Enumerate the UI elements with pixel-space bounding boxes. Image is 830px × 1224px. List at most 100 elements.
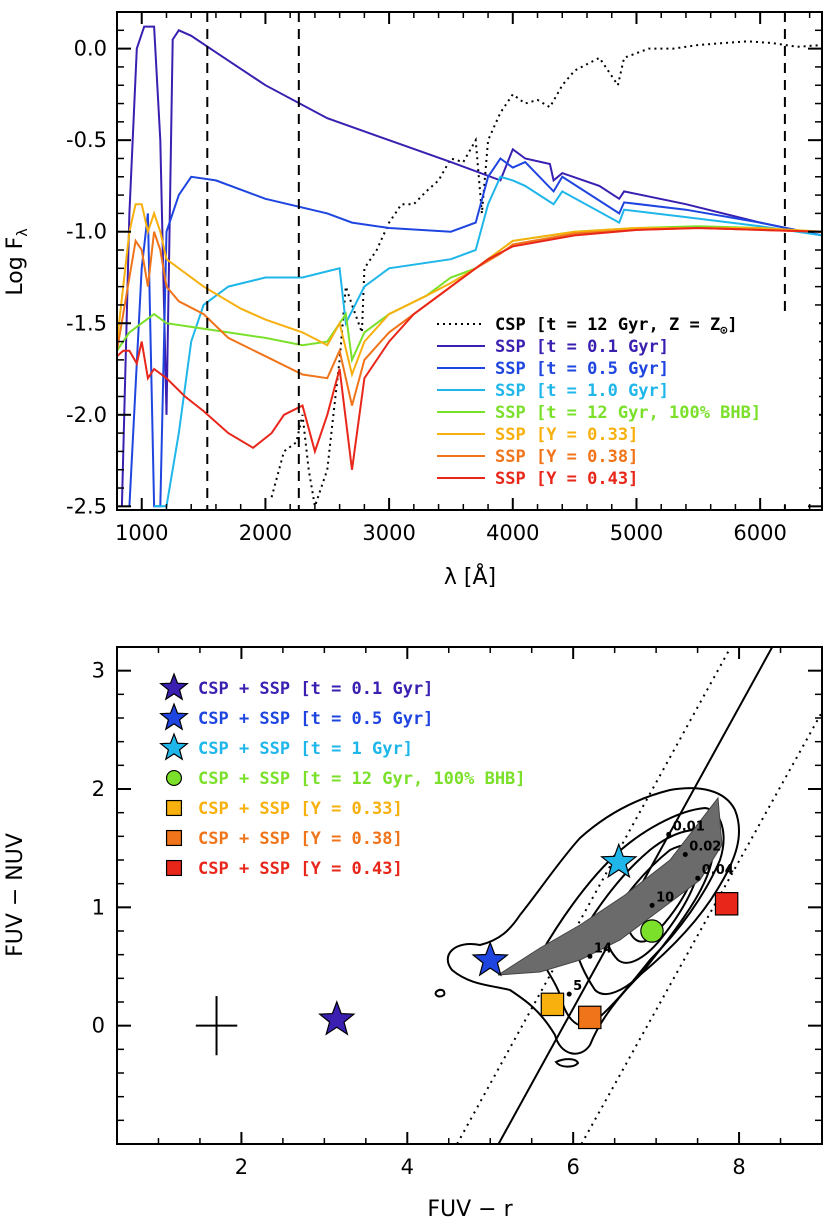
- legend-entry-ssp033: SSP [Y = 0.33]: [495, 425, 638, 445]
- legend-entry-4: CSP + SSP [Y = 0.33]: [198, 799, 403, 819]
- model-grid-labels: 0.01 0.02 0.04 10 14 5: [566, 819, 734, 997]
- spectra-x-axis-label: λ [Å]: [444, 563, 496, 590]
- y-tick-label: -2.5: [66, 494, 107, 518]
- legend-bracket: [Y = 0.33]: [300, 799, 402, 819]
- legend-marker-2: [159, 732, 189, 761]
- grid-node: [587, 953, 593, 959]
- model-grid-shaded-region: [497, 796, 723, 976]
- spectra-panel: 1000 2000 3000 4000 5000 6000 0.0 -0.5 -1.0 -1.5 -…: [3, 11, 823, 590]
- legend-bracket: [t = 0.5 Gyr]: [300, 709, 433, 729]
- contour-3: [573, 829, 715, 995]
- series-line-ssp10: [154, 175, 822, 508]
- contour-outer: [446, 787, 741, 1055]
- legend-bracket-end: ]: [727, 315, 737, 335]
- error-bar-cross: [195, 996, 238, 1056]
- grid-label: 0.01: [673, 819, 705, 834]
- legend-bracket: [t = 12 Gyr, 100% BHB]: [536, 403, 761, 423]
- data-point-square-4: [540, 992, 565, 1017]
- legend-entry-1: CSP + SSP [t = 0.5 Gyr]: [198, 709, 433, 729]
- series-line-csp: [270, 40, 822, 507]
- y-tick-label: -1.5: [66, 311, 107, 335]
- color-y-axis-label: FUV − NUV: [3, 833, 28, 957]
- legend-entry-ssp043: SSP [Y = 0.43]: [495, 469, 638, 489]
- spectra-y-axis-label-main: Log F: [3, 237, 28, 296]
- spectra-y-axis-label: Log Fλ: [3, 228, 31, 295]
- grid-node: [566, 991, 572, 997]
- y-tick-label: 0.0: [74, 37, 107, 61]
- legend-name: CSP + SSP: [198, 769, 300, 789]
- grid-label: 10: [656, 890, 674, 905]
- spectra-legend: CSP [t = 12 Gyr, Z = Z⊙]SSP [t = 0.1 Gyr…: [429, 312, 819, 498]
- legend-bracket: [t = 0.5 Gyr]: [536, 359, 669, 379]
- color-plot-frame: [116, 646, 823, 1145]
- legend-bracket: [Y = 0.43]: [300, 859, 402, 879]
- legend-marker-3: [165, 769, 183, 787]
- series-line-ssp038: [117, 226, 822, 406]
- y-tick-label: 0: [92, 1014, 105, 1038]
- legend-name: CSP + SSP: [198, 859, 300, 879]
- grid-label: 0.04: [702, 863, 734, 878]
- legend-entry-ssp10: SSP [t = 1.0 Gyr]: [495, 381, 669, 401]
- series-line-ssp043: [117, 226, 822, 470]
- grid-node: [682, 852, 688, 858]
- y-tick-label: 3: [92, 659, 105, 683]
- color-x-axis-label: FUV − r: [427, 1197, 513, 1222]
- grid-node: [666, 831, 672, 837]
- data-point-square-5: [578, 1005, 602, 1030]
- legend-entry-ssp12: SSP [t = 12 Gyr, 100% BHB]: [495, 403, 761, 423]
- data-point-star-2: [600, 842, 638, 879]
- x-tick-label: 8: [732, 1155, 745, 1179]
- x-tick-label: 2: [235, 1155, 248, 1179]
- legend-bracket: [t = 0.1 Gyr]: [536, 337, 669, 357]
- model-points: [318, 842, 739, 1036]
- color-color-panel: 0.01 0.02 0.04 10 14 5 2 4 6 8 0 1 2 3 FUV − r FUV −…: [3, 646, 823, 1222]
- legend-name: SSP: [495, 447, 536, 467]
- legend-entry-0: CSP + SSP [t = 0.1 Gyr]: [198, 679, 433, 699]
- grid-label: 14: [594, 941, 612, 956]
- x-tick-label: 4000: [486, 521, 539, 545]
- legend-entry-5: CSP + SSP [Y = 0.38]: [198, 829, 403, 849]
- legend-entry-ssp038: SSP [Y = 0.38]: [495, 447, 638, 467]
- color-ticks: 2 4 6 8 0 1 2 3: [92, 647, 822, 1179]
- series-line-ssp05: [128, 157, 822, 508]
- legend-name: CSP + SSP: [198, 739, 300, 759]
- legend-entry-6: CSP + SSP [Y = 0.43]: [198, 859, 403, 879]
- y-tick-label: -0.5: [66, 128, 107, 152]
- data-point-circle-3: [640, 919, 664, 943]
- data-point-star-0: [318, 1000, 356, 1036]
- color-legend: CSP + SSP [t = 0.1 Gyr]CSP + SSP [t = 0.…: [159, 672, 526, 879]
- contour-small-2: [554, 1058, 580, 1068]
- legend-name: CSP + SSP: [198, 829, 300, 849]
- x-tick-label: 4: [401, 1155, 414, 1179]
- legend-entry-2: CSP + SSP [t = 1 Gyr]: [198, 739, 413, 759]
- x-tick-label: 1000: [115, 521, 168, 545]
- grid-node: [695, 875, 701, 881]
- legend-entry-3: CSP + SSP [t = 12 Gyr, 100% BHB]: [198, 769, 526, 789]
- data-point-star-1: [471, 940, 510, 977]
- spectra-y-axis-label-sub: λ: [15, 228, 31, 236]
- legend-name: CSP + SSP: [198, 799, 300, 819]
- legend-bracket: [t = 1.0 Gyr]: [536, 381, 669, 401]
- contour-small-1: [434, 988, 446, 998]
- legend-bracket: [t = 0.1 Gyr]: [300, 679, 433, 699]
- x-tick-label: 6: [566, 1155, 579, 1179]
- legend-marker-4: [165, 799, 183, 817]
- x-tick-label: 5000: [610, 521, 663, 545]
- legend-marker-1: [159, 702, 189, 731]
- legend-marker-6: [165, 859, 183, 877]
- legend-bracket: [t = 12 Gyr, Z = Z: [536, 315, 720, 335]
- legend-name: CSP + SSP: [198, 679, 300, 699]
- legend-name: SSP: [495, 381, 536, 401]
- y-tick-label: -1.0: [66, 220, 107, 244]
- legend-bracket: [Y = 0.43]: [536, 469, 638, 489]
- legend-name: CSP + SSP: [198, 709, 300, 729]
- y-tick-label: 1: [92, 895, 105, 919]
- grid-node: [649, 902, 655, 908]
- legend-name: SSP: [495, 469, 536, 489]
- legend-name: SSP: [495, 337, 536, 357]
- series-line-ssp033: [117, 203, 822, 378]
- grid-label: 0.02: [689, 840, 721, 855]
- spectra-ticks: 1000 2000 3000 4000 5000 6000 0.0 -0.5 -1.0 -1.5 -…: [66, 12, 822, 545]
- spectra-series-group: [117, 25, 822, 508]
